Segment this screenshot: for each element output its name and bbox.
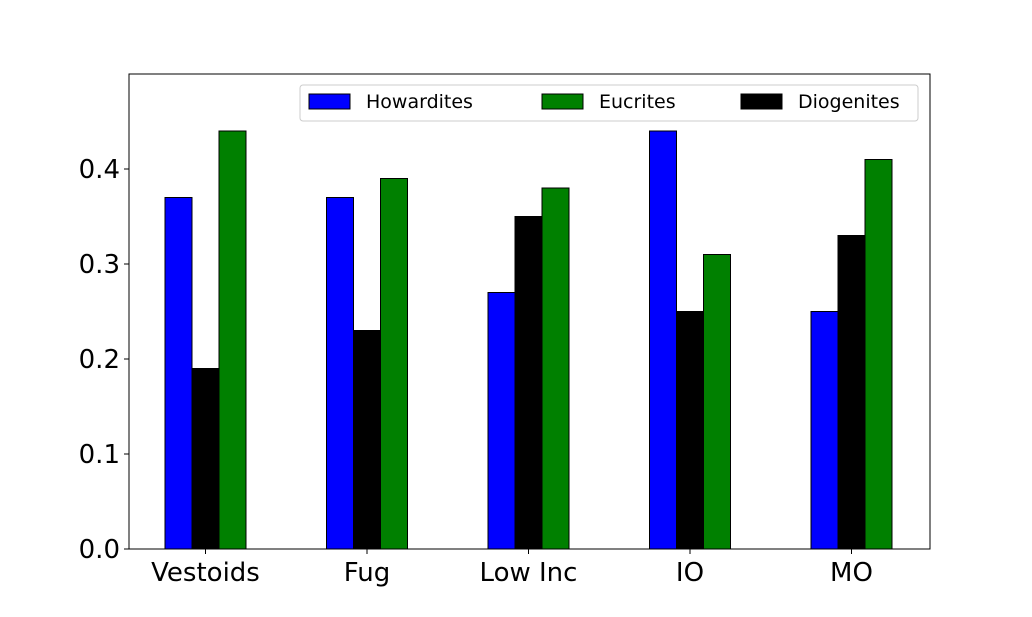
bar-howardites-vestoids (164, 197, 193, 550)
bar-eucrites-mo (864, 159, 893, 550)
legend-swatch-howardites (308, 93, 351, 110)
legend-swatch-eucrites (541, 93, 584, 110)
legend-label-eucrites: Eucrites (599, 91, 676, 113)
y-tick-label: 0.0 (79, 535, 120, 565)
legend-label-diogenites: Diogenites (798, 91, 900, 113)
legend-label-howardites: Howardites (366, 91, 473, 113)
y-axis: 0.0 0.1 0.2 0.3 0.4 (79, 155, 129, 565)
bar-diogenites-fug (353, 330, 381, 550)
bar-howardites-fug (326, 197, 354, 550)
bar-diogenites-io (676, 311, 704, 550)
bar-eucrites-vestoids (218, 130, 247, 550)
x-tick-label: IO (676, 558, 704, 588)
bars-layer (164, 130, 893, 550)
bar-eucrites-io (703, 254, 731, 550)
x-tick-label: MO (830, 558, 873, 588)
bar-eucrites-fug (380, 178, 408, 550)
bar-howardites-io (649, 130, 677, 550)
bar-eucrites-low-inc (541, 187, 570, 550)
y-tick-label: 0.2 (79, 345, 120, 375)
x-tick-label: Fug (344, 558, 391, 588)
y-tick-label: 0.4 (79, 155, 120, 185)
bar-diogenites-low-inc (514, 216, 543, 550)
bar-howardites-mo (810, 311, 839, 550)
bar-howardites-low-inc (487, 292, 516, 550)
y-tick-label: 0.3 (79, 250, 120, 280)
y-tick-label: 0.1 (79, 440, 120, 470)
bar-diogenites-vestoids (191, 368, 220, 550)
x-tick-label: Vestoids (151, 558, 260, 588)
x-tick-label: Low Inc (480, 558, 578, 588)
x-axis: Vestoids Fug Low Inc IO MO (151, 549, 873, 588)
plot-area-frame (128, 73, 931, 550)
bar-diogenites-mo (837, 235, 866, 550)
legend-swatch-diogenites (740, 93, 783, 110)
legend: Howardites Eucrites Diogenites (299, 84, 919, 122)
